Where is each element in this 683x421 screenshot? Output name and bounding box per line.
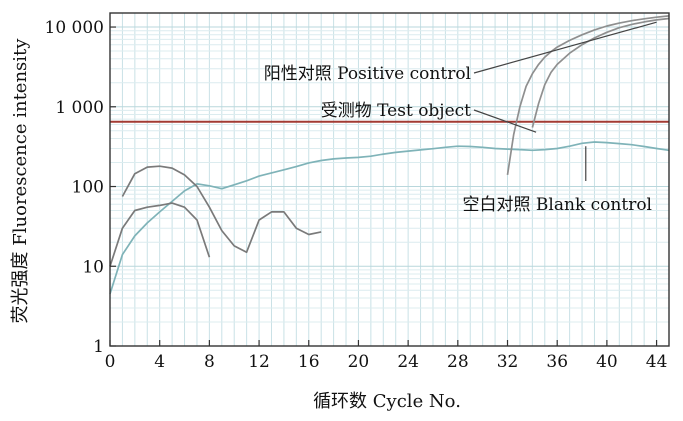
- y-tick-label: 10 000: [45, 18, 104, 38]
- tick-labels: 0 4 8 12 16 20 24 28 32 36 40 44 1 10 100 1 000 10 000: [45, 18, 668, 372]
- series-line-2: [109, 202, 211, 267]
- y-axis-title: 荧光强度 Fluorescence intensity: [10, 38, 31, 324]
- x-tick-label: 24: [397, 352, 419, 372]
- series-line-1: [109, 141, 670, 295]
- x-tick-label: 20: [348, 352, 370, 372]
- x-tick-label: 4: [154, 352, 165, 372]
- x-tick-label: 32: [497, 352, 519, 372]
- y-tick-label: 10: [82, 257, 104, 277]
- annotation-leader: [473, 21, 657, 74]
- grid: [110, 13, 669, 346]
- x-tick-label: 12: [248, 352, 270, 372]
- annotation-leader: [473, 109, 537, 133]
- plot-frame: [109, 12, 670, 347]
- series-line-3: [121, 165, 322, 254]
- x-tick-label: 44: [646, 352, 668, 372]
- y-tick-label: 100: [72, 178, 104, 198]
- x-tick-label: 8: [204, 352, 215, 372]
- x-tick-label: 16: [298, 352, 320, 372]
- series-layer: [109, 15, 670, 295]
- x-tick-label: 0: [105, 352, 116, 372]
- annotation-label: 受测物 Test object: [321, 101, 471, 121]
- x-axis-title: 循环数 Cycle No.: [313, 391, 461, 412]
- x-tick-label: 36: [546, 352, 568, 372]
- y-tick-label: 1: [93, 337, 104, 357]
- x-tick-label: 28: [447, 352, 469, 372]
- plot-border: [109, 12, 670, 347]
- annotations: 阳性对照 Positive control 受测物 Test object 空白对照…: [264, 21, 657, 215]
- annotation-label: 阳性对照 Positive control: [264, 64, 471, 84]
- x-tick-label: 40: [596, 352, 618, 372]
- annotation-label: 空白对照 Blank control: [463, 195, 652, 215]
- series-line-4: [506, 15, 670, 176]
- y-tick-label: 1 000: [55, 98, 104, 118]
